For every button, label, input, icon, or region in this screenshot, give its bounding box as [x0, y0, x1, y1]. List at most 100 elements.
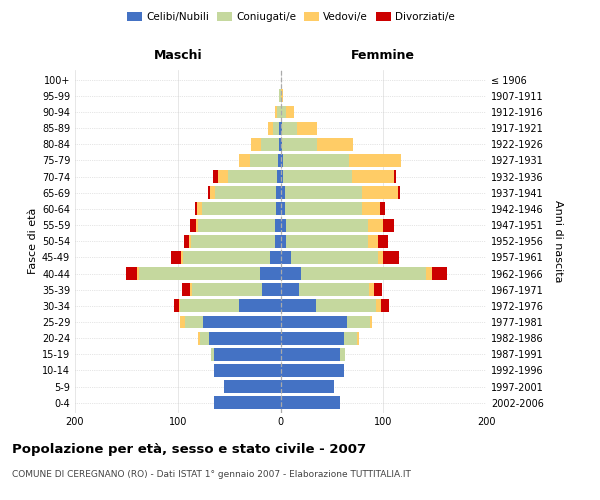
Bar: [196, 218, 199, 232]
Bar: [260, 267, 281, 280]
Bar: [378, 251, 383, 264]
Bar: [281, 364, 344, 377]
Bar: [268, 122, 274, 134]
Bar: [352, 170, 394, 183]
Bar: [383, 218, 394, 232]
Bar: [280, 122, 281, 134]
Bar: [214, 348, 281, 361]
Bar: [284, 186, 362, 199]
Bar: [199, 218, 275, 232]
Bar: [281, 122, 297, 134]
Bar: [362, 186, 398, 199]
Bar: [374, 284, 382, 296]
Bar: [368, 235, 378, 248]
Bar: [190, 218, 196, 232]
Bar: [281, 218, 286, 232]
Bar: [380, 202, 385, 215]
Bar: [212, 170, 218, 183]
Bar: [281, 348, 340, 361]
Bar: [190, 284, 192, 296]
Bar: [224, 380, 281, 393]
Bar: [297, 122, 317, 134]
Bar: [239, 154, 250, 167]
Bar: [281, 396, 340, 409]
Bar: [281, 154, 283, 167]
Bar: [283, 170, 352, 183]
Bar: [281, 235, 286, 248]
Bar: [127, 267, 137, 280]
Bar: [277, 186, 281, 199]
Bar: [184, 235, 189, 248]
Bar: [398, 186, 400, 199]
Bar: [281, 106, 286, 118]
Bar: [179, 300, 180, 312]
Bar: [277, 106, 281, 118]
Bar: [261, 138, 280, 151]
Bar: [281, 300, 316, 312]
Bar: [250, 154, 278, 167]
Bar: [180, 300, 239, 312]
Bar: [180, 316, 185, 328]
Bar: [211, 348, 214, 361]
Bar: [277, 202, 281, 215]
Bar: [139, 267, 260, 280]
Bar: [215, 186, 277, 199]
Text: Popolazione per età, sesso e stato civile - 2007: Popolazione per età, sesso e stato civil…: [12, 442, 366, 456]
Bar: [198, 332, 200, 344]
Y-axis label: Fasce di età: Fasce di età: [28, 208, 38, 274]
Bar: [192, 284, 262, 296]
Bar: [376, 300, 381, 312]
Bar: [270, 251, 281, 264]
Bar: [197, 202, 202, 215]
Bar: [283, 154, 349, 167]
Bar: [214, 396, 281, 409]
Bar: [208, 186, 209, 199]
Bar: [218, 170, 228, 183]
Bar: [368, 218, 383, 232]
Bar: [281, 251, 291, 264]
Bar: [316, 300, 376, 312]
Bar: [340, 348, 345, 361]
Bar: [251, 138, 261, 151]
Bar: [189, 235, 191, 248]
Bar: [281, 138, 317, 151]
Bar: [137, 267, 139, 280]
Bar: [214, 364, 281, 377]
Bar: [286, 218, 368, 232]
Bar: [317, 138, 353, 151]
Bar: [301, 267, 427, 280]
Bar: [381, 300, 389, 312]
Bar: [182, 284, 190, 296]
Bar: [280, 90, 281, 102]
Bar: [362, 202, 380, 215]
Bar: [262, 284, 281, 296]
Bar: [278, 154, 281, 167]
Bar: [274, 122, 280, 134]
Bar: [202, 202, 277, 215]
Bar: [173, 300, 179, 312]
Bar: [275, 235, 281, 248]
Bar: [431, 267, 447, 280]
Bar: [349, 154, 401, 167]
Bar: [209, 332, 281, 344]
Text: COMUNE DI CEREGNANO (RO) - Dati ISTAT 1° gennaio 2007 - Elaborazione TUTTITALIA.: COMUNE DI CEREGNANO (RO) - Dati ISTAT 1°…: [12, 470, 411, 479]
Bar: [356, 332, 359, 344]
Bar: [239, 300, 281, 312]
Bar: [281, 170, 283, 183]
Legend: Celibi/Nubili, Coniugati/e, Vedovi/e, Divorziati/e: Celibi/Nubili, Coniugati/e, Vedovi/e, Di…: [123, 8, 459, 26]
Text: Maschi: Maschi: [154, 49, 202, 62]
Bar: [185, 316, 203, 328]
Bar: [281, 202, 284, 215]
Bar: [200, 332, 209, 344]
Bar: [183, 251, 270, 264]
Y-axis label: Anni di nascita: Anni di nascita: [553, 200, 563, 282]
Bar: [228, 170, 277, 183]
Bar: [275, 106, 277, 118]
Bar: [275, 218, 281, 232]
Bar: [347, 316, 370, 328]
Bar: [378, 235, 388, 248]
Bar: [383, 251, 398, 264]
Bar: [281, 380, 334, 393]
Bar: [281, 186, 284, 199]
Bar: [370, 316, 372, 328]
